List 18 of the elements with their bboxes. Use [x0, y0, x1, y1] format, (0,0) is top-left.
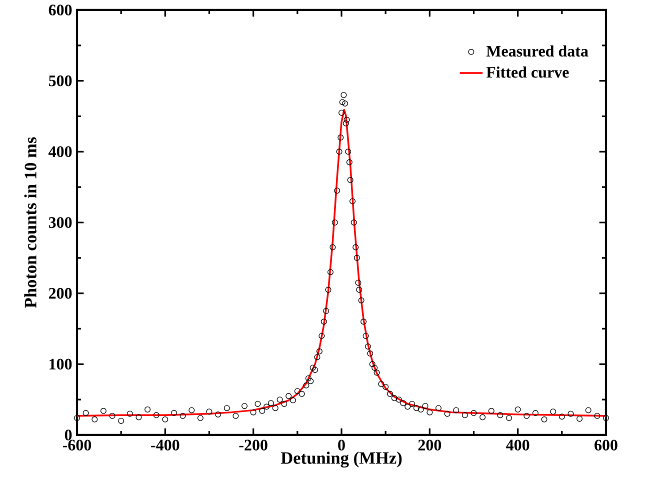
x-tick-label: 600 — [594, 440, 618, 450]
x-tick-label: 400 — [506, 440, 530, 450]
x-tick-label: -200 — [239, 440, 268, 450]
y-tick-label: 500 — [48, 75, 72, 86]
y-tick-label: 600 — [48, 4, 72, 16]
legend-label: Measured data — [486, 45, 588, 57]
x-tick-label: 200 — [418, 440, 442, 450]
x-axis-title: Detuning (MHz) — [280, 452, 402, 468]
x-tick-label: 0 — [338, 440, 345, 450]
x-tick-label: -600 — [62, 440, 92, 450]
y-tick-label: 100 — [50, 358, 72, 370]
y-axis-title: Photon counts in 10 ms — [24, 137, 36, 308]
legend-label: Fitted curve — [486, 66, 569, 78]
y-tick-label: 300 — [48, 217, 72, 228]
y-tick-label: 200 — [48, 288, 72, 299]
y-tick-label: 400 — [48, 146, 72, 158]
y-tick-label: 0 — [64, 430, 72, 440]
x-tick-label: -400 — [151, 440, 180, 450]
